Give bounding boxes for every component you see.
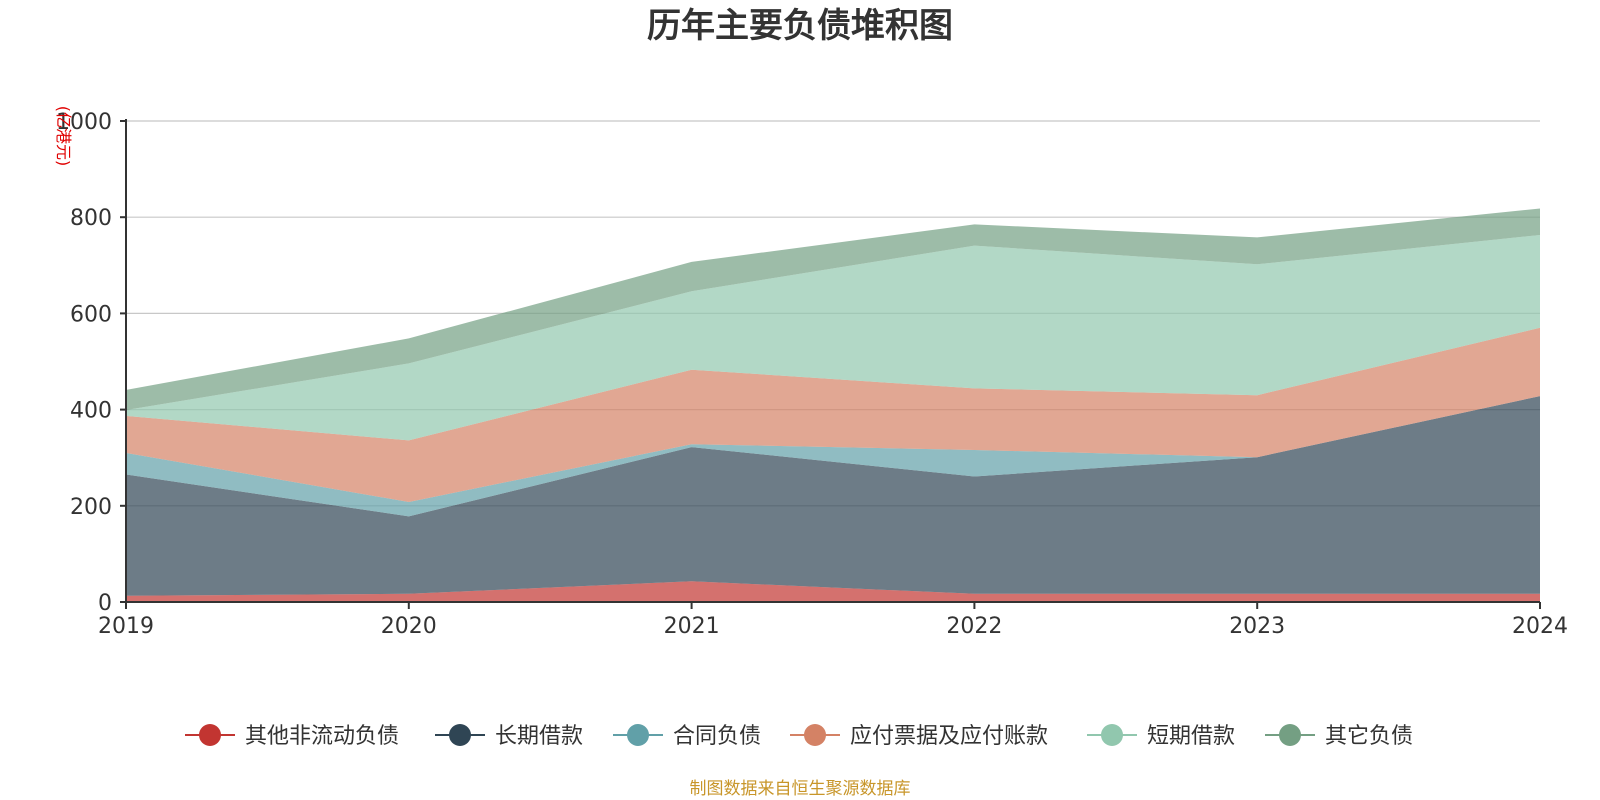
legend-dot-marker: [804, 724, 826, 746]
legend-dot-marker: [1101, 724, 1123, 746]
legend-label: 应付票据及应付账款: [850, 724, 1048, 749]
legend-label: 其他非流动负债: [245, 724, 399, 749]
y-tick-label: 600: [70, 302, 112, 327]
y-tick-label: 400: [70, 399, 112, 424]
legend-dot-marker: [449, 724, 471, 746]
legend-label: 短期借款: [1147, 724, 1235, 749]
legend-dot-marker: [1279, 724, 1301, 746]
y-tick-label: 800: [70, 206, 112, 231]
axes: [125, 119, 1540, 603]
legend-label: 长期借款: [495, 724, 583, 749]
chart-title: 历年主要负债堆积图: [647, 6, 953, 46]
y-tick-label: 200: [70, 495, 112, 520]
legend-label: 其它负债: [1325, 724, 1413, 749]
legend-item[interactable]: 合同负债: [613, 724, 761, 749]
x-tick-label: 2020: [381, 614, 437, 639]
x-tick-label: 2019: [98, 614, 154, 639]
legend-label: 合同负债: [673, 724, 761, 749]
area-series-0: [126, 581, 1540, 602]
legend: 其他非流动负债 长期借款 合同负债 应付票据及应付账款 短期借款 其它负债: [185, 724, 1413, 749]
legend-dot-marker: [627, 724, 649, 746]
y-axis-unit-label: (亿港元): [54, 106, 73, 167]
legend-item[interactable]: 短期借款: [1087, 724, 1235, 749]
data-source-note: 制图数据来自恒生聚源数据库: [690, 779, 911, 799]
area-series-4: [126, 235, 1540, 441]
legend-item[interactable]: 长期借款: [435, 724, 583, 749]
y-tick-label: 1000: [56, 110, 112, 135]
legend-item[interactable]: 其它负债: [1265, 724, 1413, 749]
y-axis-ticks: 0 200 400 600 800 1000: [56, 110, 126, 616]
area-series-3: [126, 327, 1540, 502]
area-series-2: [126, 396, 1540, 517]
x-tick-label: 2023: [1229, 614, 1285, 639]
legend-item[interactable]: 应付票据及应付账款: [790, 724, 1048, 749]
x-tick-label: 2024: [1512, 614, 1568, 639]
area-series: [126, 208, 1540, 602]
x-axis-ticks: 2019 2020 2021 2022 2023 2024: [98, 602, 1568, 639]
x-tick-label: 2022: [946, 614, 1002, 639]
legend-dot-marker: [199, 724, 221, 746]
area-series-1: [126, 396, 1540, 596]
area-series-5: [126, 208, 1540, 411]
x-tick-label: 2021: [664, 614, 720, 639]
legend-item[interactable]: 其他非流动负债: [185, 724, 399, 749]
y-tick-label: 0: [98, 591, 112, 616]
